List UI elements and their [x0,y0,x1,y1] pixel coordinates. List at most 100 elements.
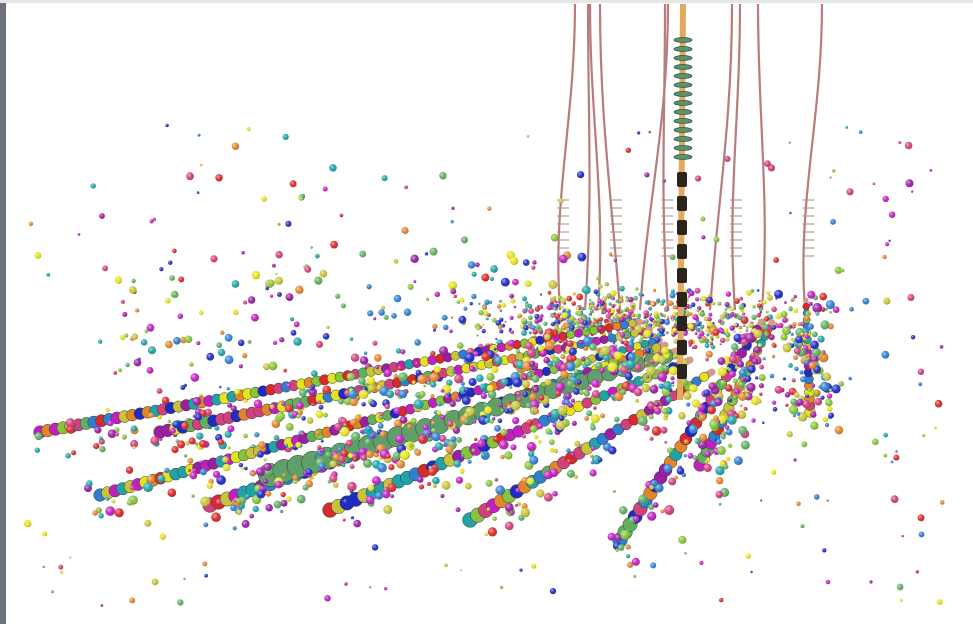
event-shade [94,426,101,433]
event-shade [608,533,616,541]
event-shade [301,416,306,421]
event-shade [202,561,207,566]
event-shade [721,435,726,440]
event-shade [645,300,649,304]
event-shade [401,227,408,234]
event-shade [301,432,304,435]
event-shade [521,508,530,517]
event-shade [558,339,562,343]
event-shade [296,402,304,410]
event-shade [598,321,602,325]
event-shade [815,398,823,406]
event-shade [522,434,526,438]
event-shade [718,357,726,365]
event-shade [787,431,793,437]
event-shade [648,402,655,409]
event-shade [829,389,832,392]
event-shade [450,401,456,407]
event-shade [501,378,509,386]
event-shade [58,565,63,570]
event-shade [668,300,674,306]
event-shade [269,362,278,371]
event-shade [493,436,499,442]
event-shade [716,491,723,498]
event-shade [588,306,592,310]
event-shade [512,417,519,424]
event-shade [526,403,531,408]
event-shade [348,453,353,458]
event-shade [726,291,731,296]
event-shade [511,330,515,334]
event-shade [688,295,690,297]
event-shade [98,340,102,344]
event-shade [825,423,829,427]
event-shade [35,252,42,259]
event-shade [684,552,686,554]
event-shade [536,489,544,497]
event-shade [614,351,623,360]
stage [536,336,545,345]
event-shade [148,346,156,354]
event-shade [341,303,346,308]
event-shade [127,500,133,506]
event-shade [648,131,651,134]
event-shade [132,446,135,449]
event-shade [654,401,660,407]
event-shade [883,196,889,202]
event-shade [451,207,454,210]
event-shade [250,471,255,476]
event-shade [528,315,533,320]
event-shade [678,536,686,544]
event-shade [484,533,488,537]
event-shade [372,544,378,550]
event-shade [494,425,501,432]
event-shade [772,344,776,348]
event-shade [751,353,756,358]
event-shade [368,384,375,391]
event-shade [275,251,282,258]
event-shade [437,402,442,407]
event-shade [233,526,237,530]
event-shade [404,309,411,316]
event-shade [227,387,230,390]
event-shade [771,325,776,330]
event-shade [606,313,611,318]
casing-segment [677,196,687,211]
event-shade [472,272,477,277]
event-shade [380,431,387,438]
event-shade [616,316,619,319]
event-shade [603,306,607,310]
event-shade [476,334,478,336]
event-shade [241,251,244,254]
event-shade [528,373,533,378]
event-shade [501,278,510,287]
event-shade [487,507,491,511]
top-border [0,0,973,3]
event-shade [718,319,722,323]
event-shade [343,499,348,504]
event-shade [365,439,371,445]
event-shade [225,355,234,364]
event-shade [555,304,559,308]
event-shade [385,404,390,409]
event-shade [577,380,582,385]
event-shade [422,435,426,439]
event-shade [522,380,530,388]
stage [600,336,608,344]
event-shade [713,237,719,243]
event-shade [644,319,648,323]
event-shade [482,329,486,333]
event-shade [689,290,695,296]
event-shade [509,386,512,389]
event-shade [700,311,705,316]
event-shade [333,454,340,461]
event-shade [432,477,440,485]
event-shade [595,362,602,369]
event-shade [569,347,577,355]
event-shade [78,233,81,236]
event-shade [326,326,329,329]
event-shade [794,347,801,354]
event-shade [157,475,165,483]
event-shade [584,327,588,331]
event-shade [254,400,263,409]
